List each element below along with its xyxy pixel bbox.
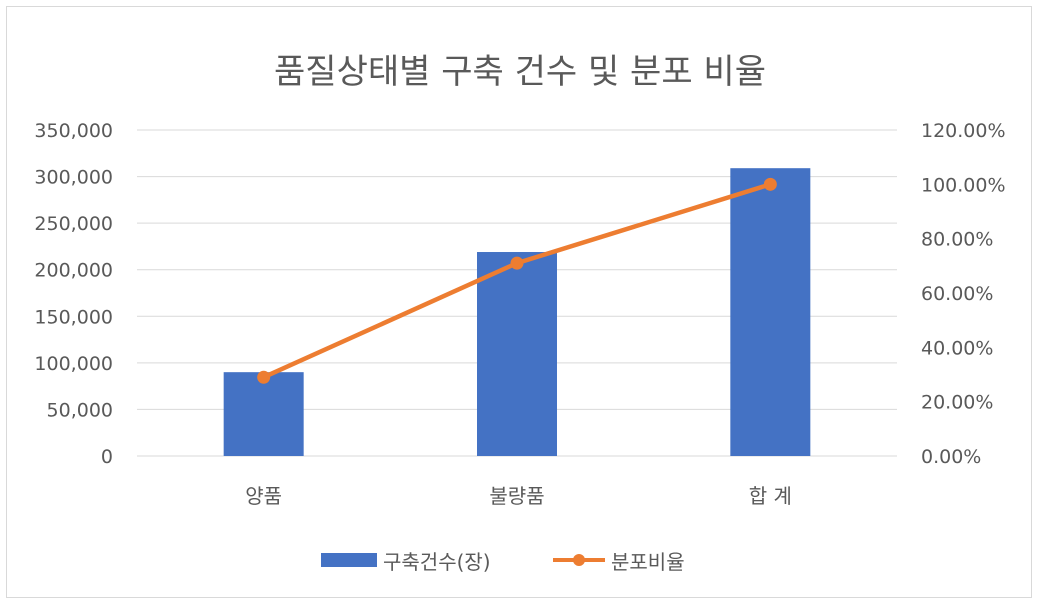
- combo-chart: 품질상태별 구축 건수 및 분포 비율 0 50,000 100,000 150,00…: [34, 52, 1006, 574]
- left-tick-label: 50,000: [47, 399, 113, 421]
- left-tick-label: 250,000: [34, 213, 113, 235]
- chart-title: 품질상태별 구축 건수 및 분포 비율: [274, 52, 766, 92]
- right-tick-label: 20.00%: [921, 392, 993, 414]
- left-tick-label: 350,000: [34, 120, 113, 142]
- legend-bar-label: 구축건수(장): [383, 550, 491, 574]
- right-tick-label: 0.00%: [921, 446, 981, 468]
- left-axis-ticks: 0 50,000 100,000 150,000 200,000 250,000 300,0…: [34, 120, 113, 468]
- bar: [223, 372, 304, 456]
- chart-frame: 품질상태별 구축 건수 및 분포 비율 0 50,000 100,000 150,00…: [6, 6, 1032, 598]
- line-series: [257, 177, 777, 384]
- category-label: 양품: [245, 484, 282, 508]
- left-tick-label: 100,000: [34, 353, 113, 375]
- right-axis-ticks: 0.00% 20.00% 40.00% 60.00% 80.00% 100.00% 120.…: [921, 120, 1006, 468]
- left-tick-label: 0: [101, 446, 113, 468]
- right-tick-label: 60.00%: [921, 283, 993, 305]
- category-label: 합 계: [749, 484, 792, 508]
- line-point: [510, 256, 524, 270]
- category-labels: 양품 불량품 합 계: [245, 484, 792, 508]
- legend-line-marker: [573, 554, 585, 566]
- bar: [730, 168, 811, 456]
- bar: [477, 252, 557, 456]
- line-point: [257, 370, 271, 384]
- line-point: [763, 177, 777, 191]
- left-tick-label: 300,000: [34, 167, 113, 189]
- right-tick-label: 120.00%: [921, 120, 1006, 142]
- right-tick-label: 100.00%: [921, 174, 1006, 196]
- right-tick-label: 80.00%: [921, 229, 993, 251]
- legend: 구축건수(장) 분포비율: [321, 550, 685, 574]
- left-tick-label: 150,000: [34, 306, 113, 328]
- legend-line-label: 분포비율: [611, 550, 685, 574]
- category-label: 불량품: [489, 484, 544, 508]
- legend-bar-swatch: [321, 553, 377, 567]
- left-tick-label: 200,000: [34, 260, 113, 282]
- right-tick-label: 40.00%: [921, 337, 993, 359]
- bar-series: [223, 168, 811, 456]
